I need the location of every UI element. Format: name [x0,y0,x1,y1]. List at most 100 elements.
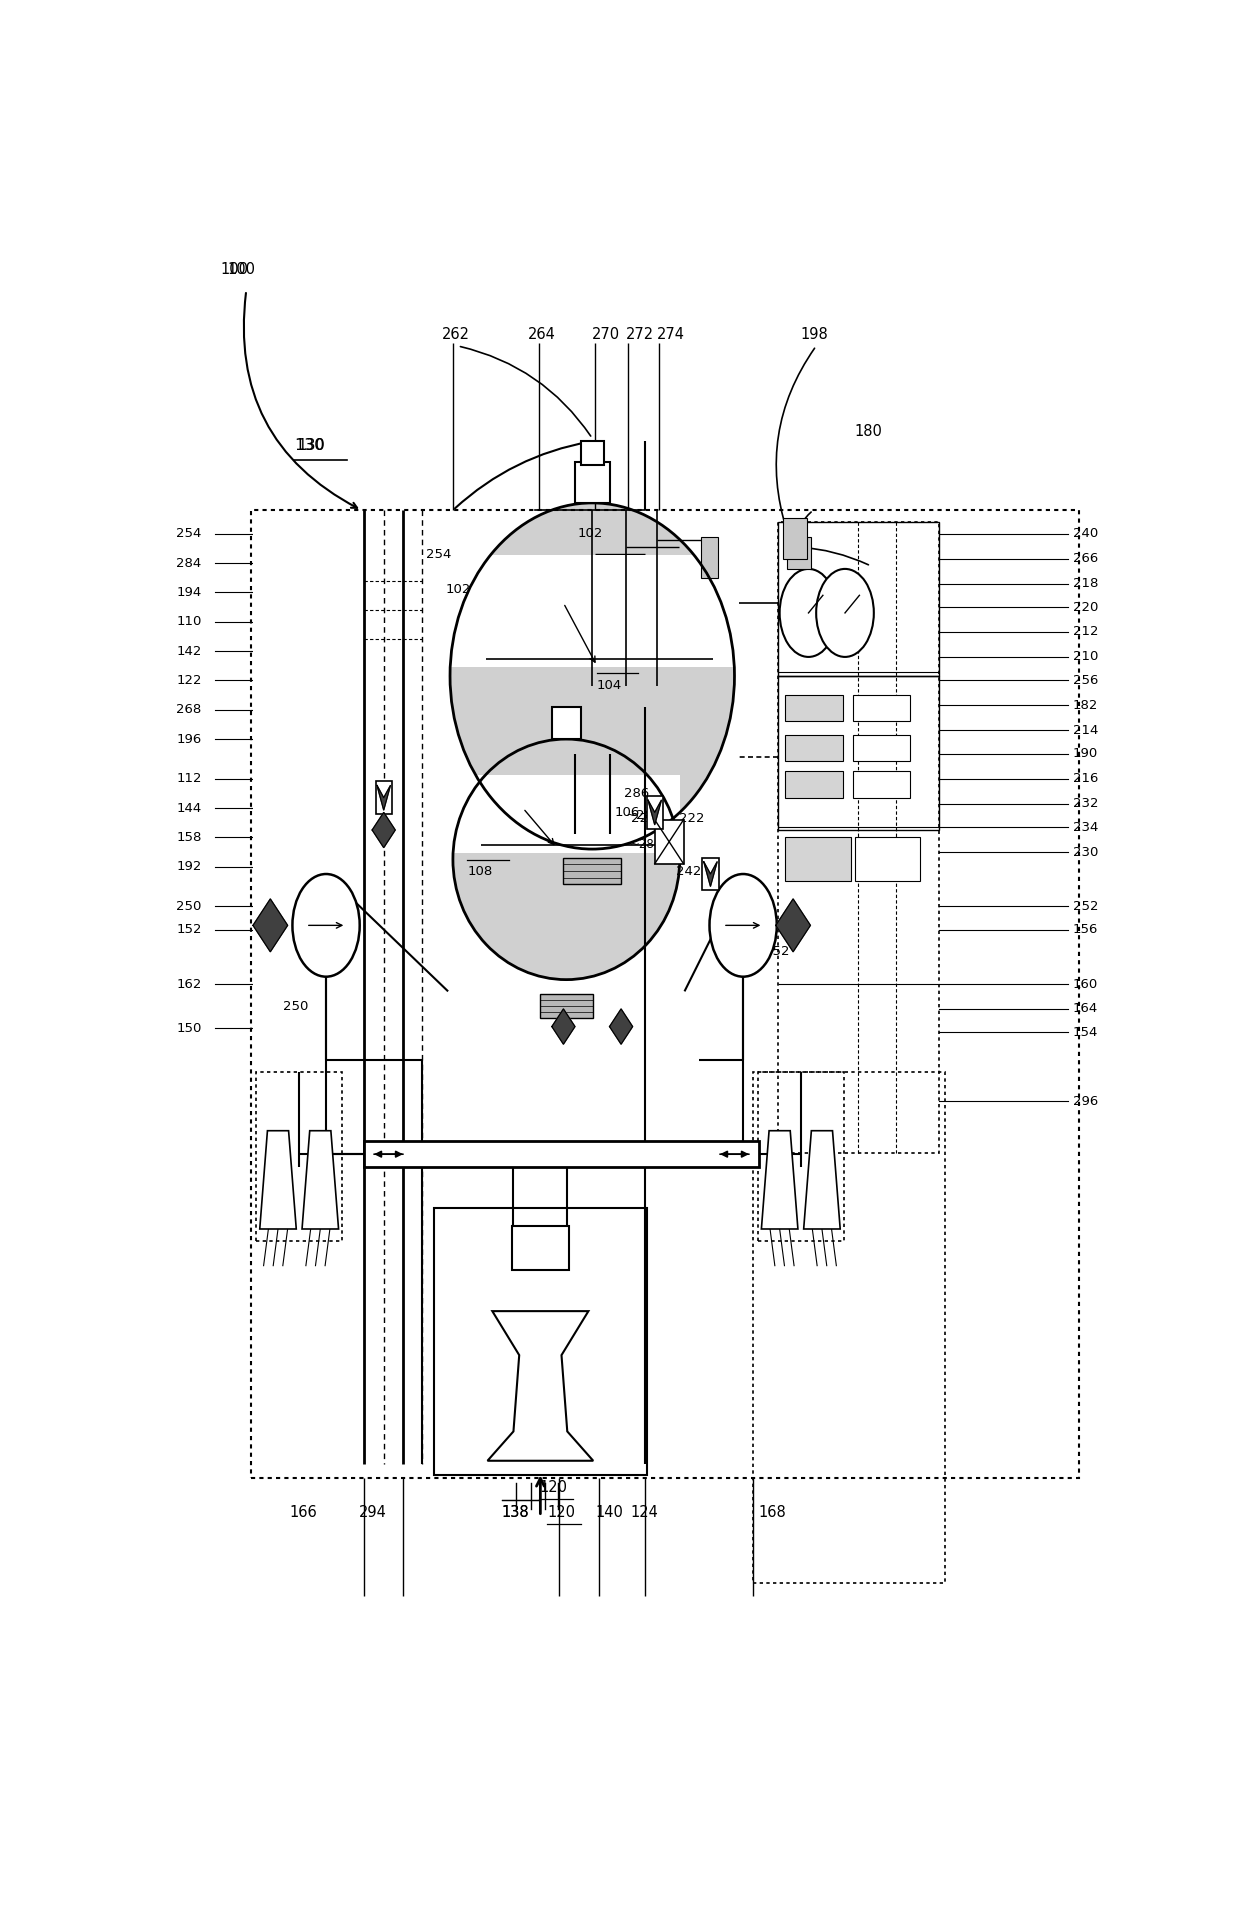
Text: 136: 136 [544,1147,569,1160]
Bar [758,1073,844,1240]
Text: 256: 256 [1073,674,1099,688]
Text: 110: 110 [176,615,202,629]
Bar [702,857,718,890]
Text: 214: 214 [1073,724,1099,737]
Text: 168: 168 [759,1505,786,1520]
Bar [853,735,910,762]
Text: 102: 102 [578,528,603,541]
Text: 250: 250 [176,899,202,912]
Bar [777,676,939,831]
Text: 166: 166 [290,1505,317,1520]
Bar [655,819,683,863]
Polygon shape [377,785,391,810]
Bar [753,1073,945,1583]
Polygon shape [649,800,661,825]
Text: 160: 160 [1073,977,1097,991]
Text: 218: 218 [1073,577,1099,591]
Text: 152: 152 [176,924,202,935]
Bar [255,1073,342,1240]
Bar [450,554,734,667]
Text: 158: 158 [176,831,202,844]
Text: 234: 234 [1073,821,1099,834]
Text: 120: 120 [539,1480,568,1495]
Text: 224: 224 [631,812,656,825]
Bar [785,735,843,762]
Bar [552,707,580,739]
Text: 102: 102 [445,583,471,596]
Text: ~286: ~286 [626,810,662,821]
Text: 190: 190 [1073,747,1097,760]
Text: 104: 104 [596,678,622,692]
Bar [787,537,811,570]
Bar [785,695,843,722]
Polygon shape [610,1010,632,1044]
Text: 296: 296 [1073,1095,1097,1109]
Bar [529,842,655,850]
Text: 140: 140 [595,1505,622,1520]
Text: 252: 252 [764,945,790,958]
Text: 262: 262 [441,328,470,341]
Text: 100: 100 [227,263,255,276]
Text: 196: 196 [176,733,201,745]
Text: 210: 210 [1073,650,1099,663]
Bar [250,511,1080,1478]
Text: 240: 240 [1073,528,1097,541]
Bar [512,1227,569,1271]
Ellipse shape [453,739,680,979]
Text: 138: 138 [502,1505,529,1520]
Bar [539,994,593,1017]
Text: 270: 270 [593,328,620,341]
Text: 268: 268 [176,703,201,716]
Text: 112: 112 [176,772,202,785]
Bar [563,857,621,884]
Circle shape [816,570,874,657]
Bar [376,781,392,813]
Text: 108: 108 [467,865,492,878]
Polygon shape [804,1132,841,1229]
Circle shape [709,874,776,977]
Text: 124: 124 [631,1505,658,1520]
Bar [785,772,843,798]
Text: 120: 120 [547,1505,575,1520]
Bar [854,838,920,882]
Text: 194: 194 [176,587,201,598]
Polygon shape [776,899,811,952]
Bar [365,1141,759,1168]
Text: 266: 266 [1073,552,1097,566]
Text: 138: 138 [502,1505,529,1520]
Text: 242: 242 [676,865,702,878]
Text: 222: 222 [678,812,704,825]
Text: 106: 106 [614,806,640,819]
Text: 164: 164 [1073,1002,1097,1015]
Bar [575,461,610,503]
Text: 144: 144 [176,802,201,815]
Text: 220: 220 [1073,600,1099,613]
Text: 142: 142 [176,644,202,657]
Bar [777,522,939,1153]
Text: 264: 264 [528,328,556,341]
Text: 252: 252 [1073,899,1099,912]
Bar [785,838,851,882]
Polygon shape [253,899,288,952]
Bar [853,772,910,798]
Text: 216: 216 [1073,772,1099,785]
Polygon shape [259,1132,296,1229]
Bar [782,518,806,558]
Bar [434,1208,647,1474]
Text: 294: 294 [358,1505,387,1520]
Polygon shape [303,1132,339,1229]
Text: 254: 254 [427,549,451,560]
Bar [777,522,939,676]
Text: 192: 192 [176,861,202,872]
Text: 250: 250 [283,1000,309,1013]
Text: 272: 272 [626,328,653,341]
Polygon shape [372,812,396,848]
Text: 212: 212 [1073,625,1099,638]
Polygon shape [552,1010,575,1044]
Text: 254: 254 [176,528,202,541]
Text: 180: 180 [854,423,883,438]
Text: 162: 162 [176,977,202,991]
Ellipse shape [450,503,734,850]
Text: 284: 284 [176,556,201,570]
Polygon shape [704,861,717,886]
